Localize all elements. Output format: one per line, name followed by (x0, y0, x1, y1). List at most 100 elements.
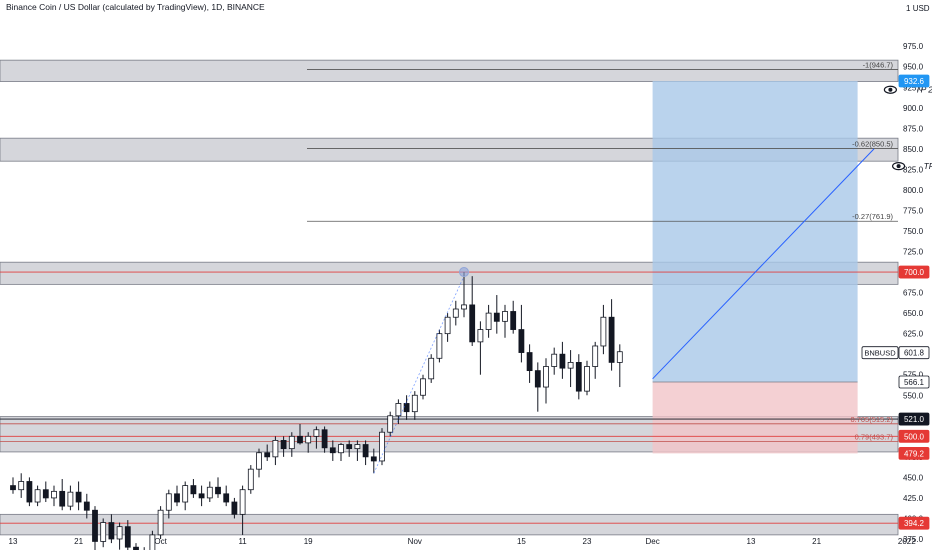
zone-4 (0, 513, 899, 536)
y-tick-900: 900.0 (903, 104, 924, 113)
y-tick-800: 800.0 (903, 186, 924, 195)
trend-line (373, 275, 465, 474)
candle-body-45 (379, 431, 385, 462)
candle-body-44 (370, 456, 377, 462)
candle-body-19 (165, 493, 172, 511)
candle-body-36 (305, 435, 312, 444)
y-tick-675: 675.0 (903, 289, 924, 298)
projection-line (652, 148, 875, 380)
symbol-badge (861, 346, 899, 360)
x-tick-2022: 2022 (898, 537, 916, 546)
eye-pupil-icon-1 (896, 164, 901, 169)
price-badge-label-2: 601.8 (904, 349, 925, 358)
x-tick-Oct: Oct (154, 537, 167, 546)
candle-body-13 (116, 526, 123, 540)
candle-body-73 (608, 316, 615, 363)
stop-zone (652, 382, 858, 454)
candle-body-21 (182, 485, 189, 503)
x-tick-13: 13 (747, 537, 756, 546)
candle-body-42 (354, 444, 361, 450)
y-tick-725: 725.0 (903, 248, 924, 257)
candle-body-46 (387, 415, 394, 433)
candle-body-29 (247, 468, 254, 491)
candle-body-30 (256, 452, 262, 470)
candle-body-28 (239, 489, 246, 515)
tp-label-1: TP 1 (924, 161, 932, 171)
price-badge-label-6: 479.2 (904, 449, 925, 458)
candle-body-10 (92, 509, 98, 542)
candle-body-27 (231, 501, 238, 515)
candle-body-32 (272, 440, 279, 458)
candle-body-47 (395, 403, 402, 417)
candle-body-41 (346, 444, 353, 450)
x-tick-19: 19 (304, 537, 313, 546)
candle-body-31 (264, 452, 271, 458)
fib-label-1: -0.62(850.5) (852, 139, 893, 148)
candle-body-70 (584, 366, 590, 392)
candle-body-51 (428, 357, 435, 380)
candle-body-63 (526, 352, 533, 372)
candle-body-71 (592, 345, 599, 367)
candle-body-22 (190, 485, 197, 495)
candle-body-20 (174, 493, 180, 503)
candle-body-26 (223, 493, 230, 503)
y-tick-375: 375.0 (903, 535, 924, 544)
price-badge-5 (898, 429, 930, 443)
candle-body-57 (477, 329, 484, 343)
currency-label: 1 USD (906, 4, 930, 13)
x-tick-15: 15 (517, 537, 526, 546)
x-tick-Nov: Nov (408, 537, 422, 546)
price-badge-4 (898, 412, 930, 426)
fib-label-3: 0.705(515.2) (850, 415, 893, 424)
fib-label-4: 0.79(493.7) (855, 432, 894, 441)
y-tick-875: 875.0 (903, 124, 924, 133)
candle-body-59 (493, 312, 500, 322)
y-tick-850: 850.0 (903, 145, 924, 154)
tp-label-0: TP 2 (915, 85, 932, 95)
candle-body-24 (206, 486, 213, 499)
candle-body-17 (149, 534, 156, 550)
peak-marker (459, 267, 469, 278)
candle-body-9 (83, 501, 90, 511)
candle-body-34 (288, 435, 295, 450)
candle-body-5 (51, 490, 57, 499)
y-tick-975: 975.0 (903, 42, 924, 51)
candle-body-25 (215, 486, 221, 495)
candle-body-58 (485, 312, 492, 330)
candle-body-37 (313, 429, 320, 437)
candle-body-53 (444, 316, 451, 335)
horizontal-lines: -1(946.7) -0.62(850.5) -0.27(761.9) 0.705(5… (0, 60, 898, 524)
candle-body-68 (567, 362, 574, 369)
candle-body-69 (575, 362, 582, 392)
x-tick-21: 21 (812, 537, 821, 546)
long-position-tool[interactable] (652, 81, 858, 454)
candle-body-56 (469, 304, 476, 343)
currency-unit: USD (912, 4, 930, 13)
candle-body-14 (124, 526, 131, 548)
candle-body-43 (362, 444, 369, 458)
candle-body-61 (510, 311, 517, 330)
price-badge-2 (898, 346, 930, 360)
y-tick-650: 650.0 (903, 309, 924, 318)
candle-body-54 (452, 308, 459, 318)
candle-body-38 (321, 429, 328, 449)
candle-body-65 (543, 366, 549, 388)
y-tick-625: 625.0 (903, 330, 924, 339)
candle-body-33 (280, 440, 287, 450)
eye-pupil-icon-0 (888, 87, 893, 92)
time-axis: 1321Oct1119Nov1523Dec132120221024 (9, 537, 917, 546)
candle-body-12 (108, 522, 115, 540)
zone-0 (0, 59, 899, 82)
currency-prefix: 1 (906, 4, 911, 13)
price-badge-label-3: 566.1 (904, 378, 925, 387)
candle-body-49 (411, 394, 418, 413)
price-badge-3 (898, 375, 930, 389)
price-axis: 375.0400.0425.0450.0475.0500.0525.0550.0… (903, 42, 924, 544)
fib-label-0: -1(946.7) (863, 60, 894, 69)
candle-body-1 (18, 481, 25, 491)
candle-body-35 (297, 435, 303, 444)
y-tick-425: 425.0 (903, 494, 924, 503)
candle-body-23 (198, 493, 205, 499)
y-tick-825: 825.0 (903, 165, 924, 174)
